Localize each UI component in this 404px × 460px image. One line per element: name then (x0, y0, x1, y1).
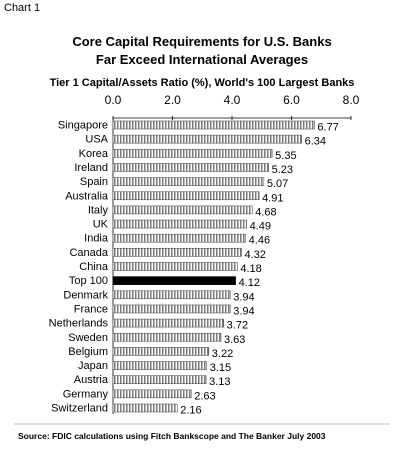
x-tick-label: 0.0 (105, 93, 122, 107)
category-label: Denmark (63, 289, 108, 301)
value-label: 4.46 (249, 235, 270, 247)
category-label: India (84, 233, 109, 245)
value-label: 3.13 (209, 376, 230, 388)
chart-title: Core Capital Requirements for U.S. Banks (72, 34, 332, 49)
value-label: 3.15 (210, 362, 231, 374)
value-label: 4.32 (245, 249, 266, 261)
chart-title-line2: Far Exceed International Averages (95, 52, 309, 67)
bar (112, 332, 222, 342)
category-label: Australia (65, 190, 109, 202)
value-label: 5.07 (267, 178, 288, 190)
bar (112, 120, 315, 130)
value-label: 2.63 (194, 390, 215, 402)
category-label: France (74, 303, 108, 315)
bar (112, 318, 224, 328)
value-label: 5.35 (275, 150, 296, 162)
value-label: 3.94 (233, 291, 254, 303)
x-tick-label: 4.0 (224, 93, 241, 107)
category-label: Belgium (68, 346, 108, 358)
category-label: Spain (80, 176, 108, 188)
source-note: Source: FDIC calculations using Fitch Ba… (18, 431, 326, 441)
bar (112, 134, 302, 144)
bar (112, 262, 238, 271)
bar (112, 304, 231, 314)
bar (112, 233, 246, 243)
bar (112, 347, 210, 356)
bar-highlight (112, 276, 236, 285)
category-label: Top 100 (69, 275, 108, 287)
category-label: Canada (69, 247, 108, 259)
bar (112, 375, 207, 385)
value-label: 6.34 (305, 136, 326, 148)
chart-subtitle: Tier 1 Capital/Assets Ratio (%), World's… (49, 77, 355, 89)
bar (112, 403, 178, 413)
category-label: UK (93, 219, 109, 231)
category-label: Sweden (68, 332, 108, 344)
category-label: Singapore (58, 120, 108, 132)
category-label: Japan (78, 360, 108, 372)
category-label: Netherlands (49, 318, 109, 330)
value-label: 3.63 (224, 334, 245, 346)
value-label: 2.16 (180, 405, 201, 417)
bar (112, 219, 247, 229)
value-label: 4.49 (250, 221, 271, 233)
x-tick-label: 8.0 (343, 93, 360, 107)
x-tick-label: 6.0 (283, 93, 300, 107)
bar (112, 248, 242, 257)
category-label: Switzerland (51, 403, 108, 415)
bar (112, 177, 265, 186)
category-label: USA (85, 134, 108, 146)
value-label: 3.72 (227, 320, 248, 332)
x-tick-label: 2.0 (164, 93, 181, 107)
category-label: Austria (74, 374, 109, 386)
value-label: 3.94 (233, 305, 254, 317)
bar (112, 149, 273, 158)
value-label: 3.22 (212, 348, 233, 360)
bar (112, 389, 192, 399)
value-label: 4.12 (239, 277, 260, 289)
category-label: Ireland (74, 162, 108, 174)
bar (112, 361, 208, 370)
bar (112, 290, 231, 300)
category-label: Germany (63, 388, 109, 400)
category-label: China (79, 261, 109, 273)
bar (112, 191, 260, 201)
value-label: 4.68 (255, 206, 276, 218)
chart-label: Chart 1 (4, 2, 41, 14)
bar (112, 205, 253, 215)
category-label: Korea (79, 148, 109, 160)
value-label: 6.77 (317, 122, 338, 134)
value-label: 5.23 (272, 164, 293, 176)
value-label: 4.18 (240, 263, 261, 275)
value-label: 4.91 (262, 192, 283, 204)
category-label: Italy (88, 204, 109, 216)
bar (112, 163, 269, 172)
